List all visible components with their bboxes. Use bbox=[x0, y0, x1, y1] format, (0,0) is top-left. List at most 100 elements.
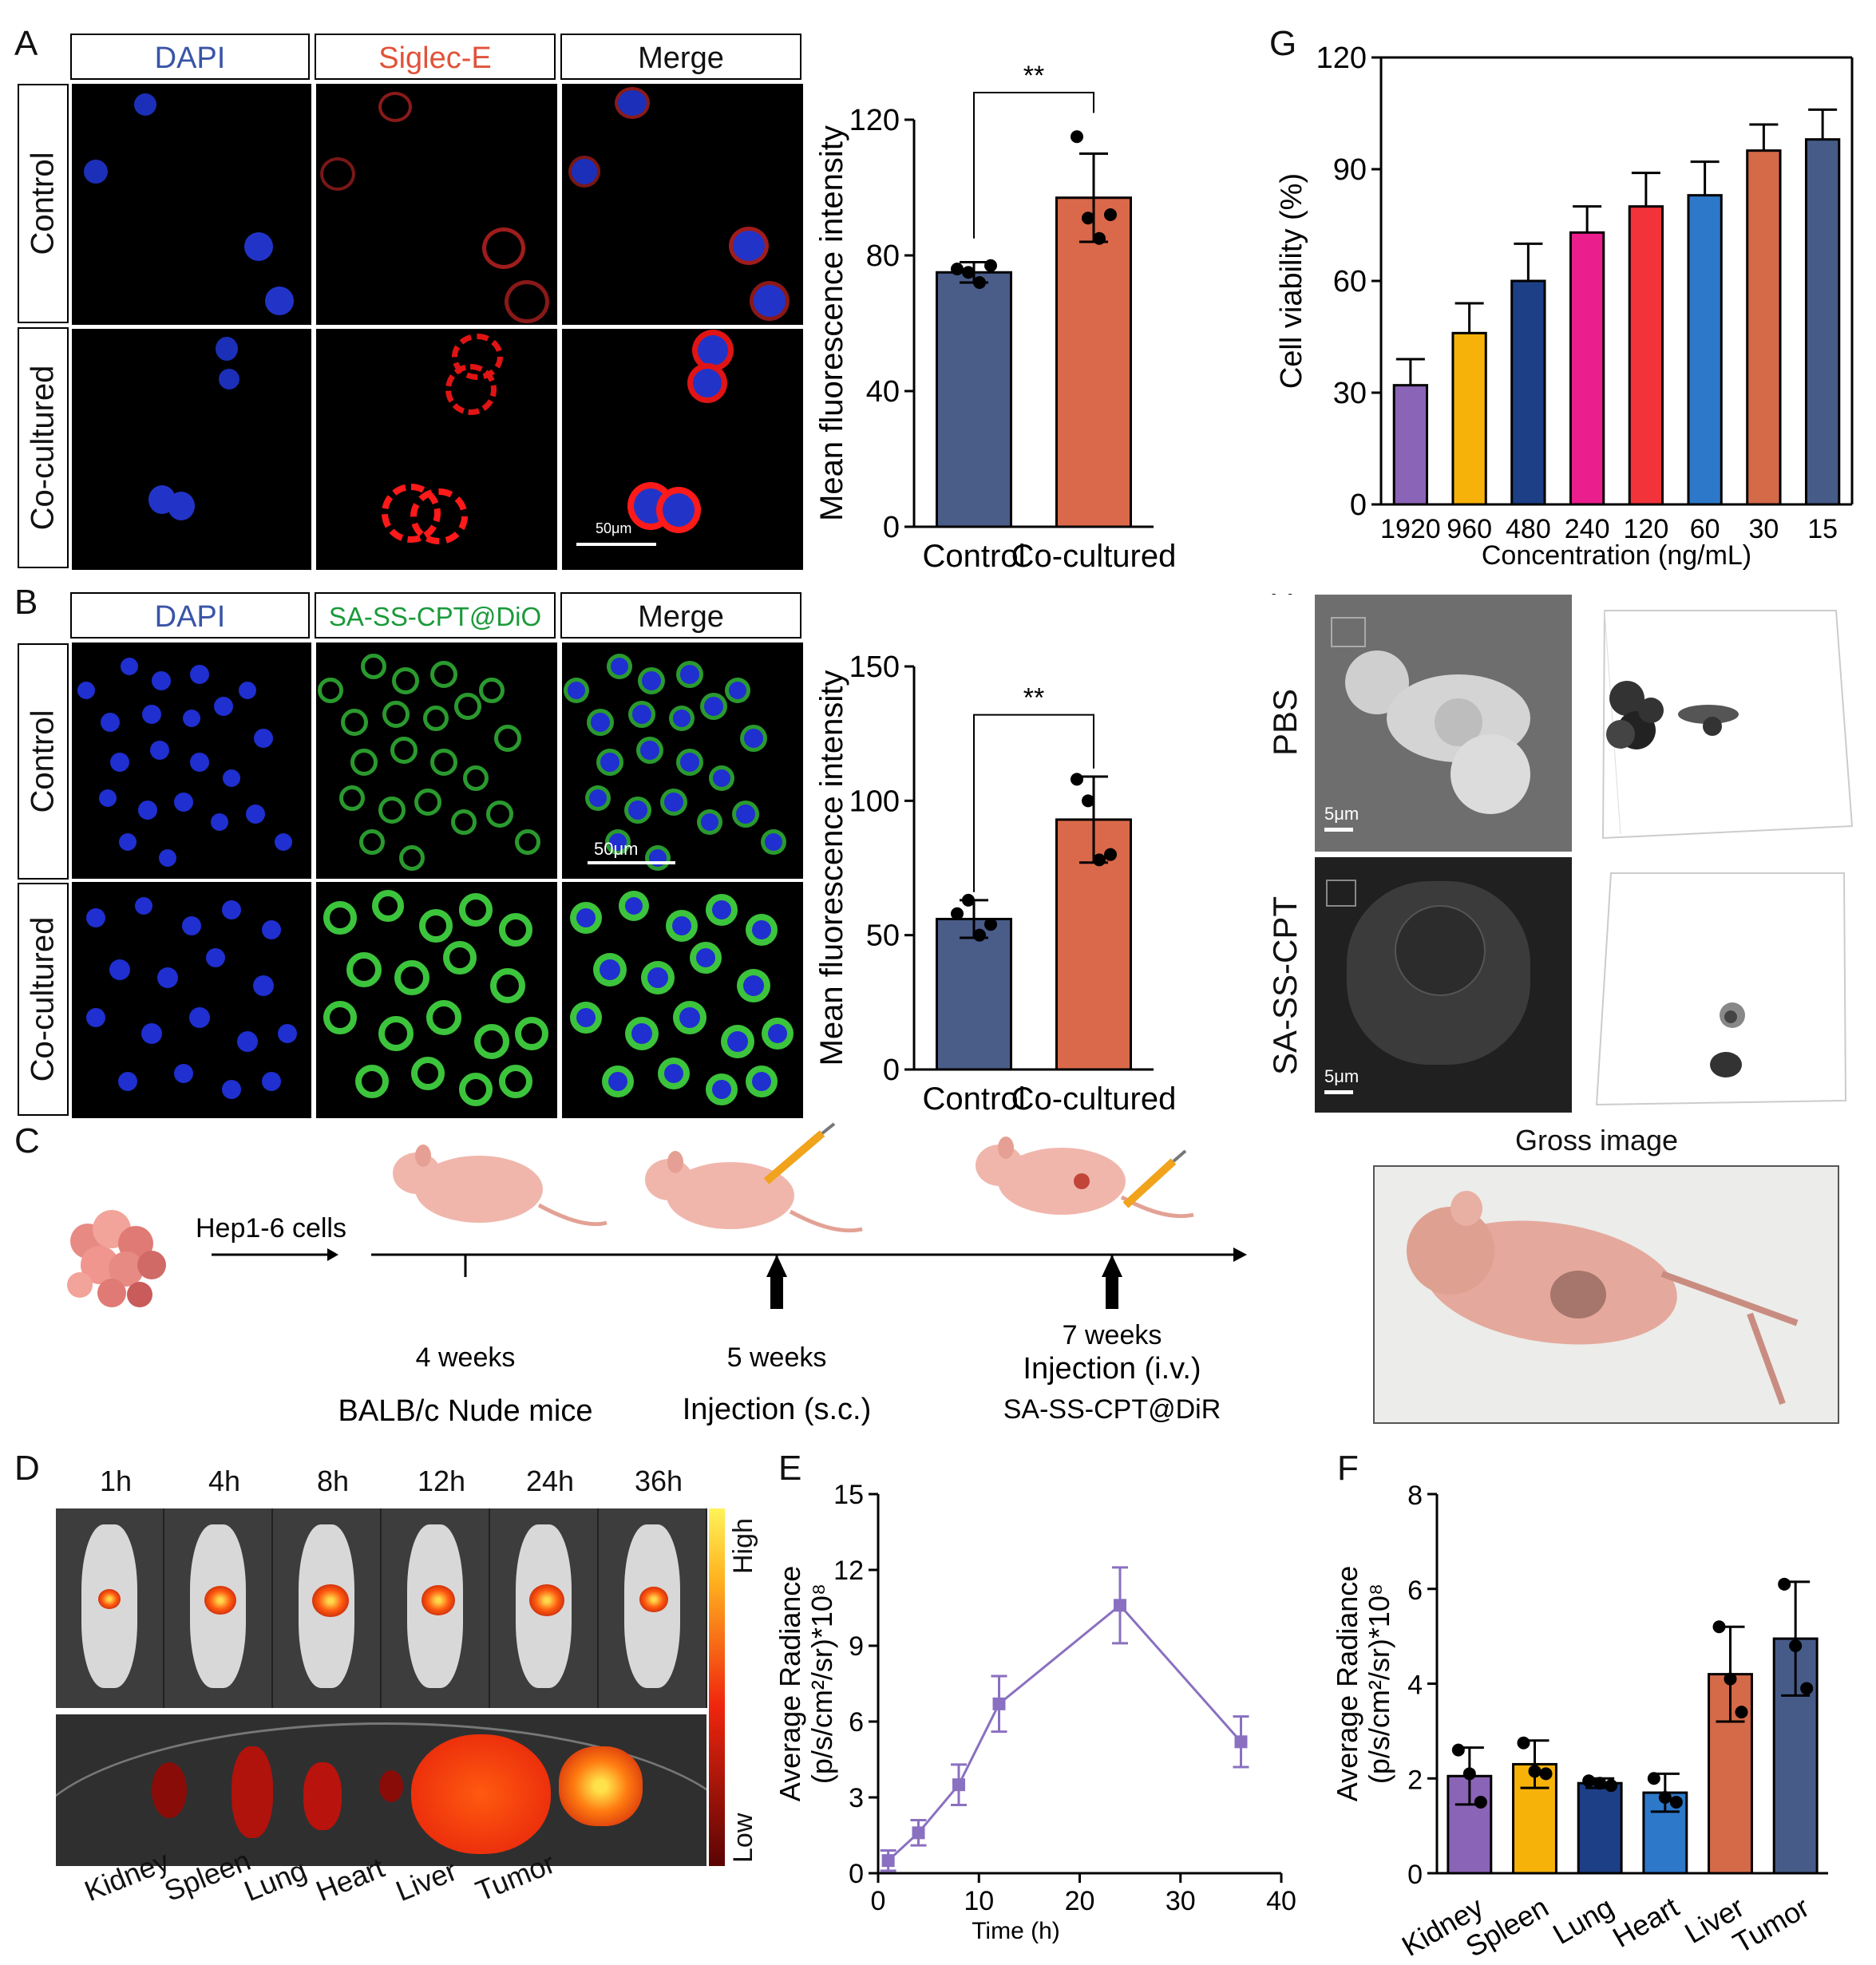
colorbar-low: Low bbox=[728, 1813, 758, 1863]
panel-label-c: C bbox=[14, 1121, 40, 1160]
x-tick-label: Heart bbox=[1607, 1890, 1684, 1954]
y-tick-label: 2 bbox=[1407, 1765, 1423, 1795]
cell bbox=[443, 941, 477, 975]
cell bbox=[625, 897, 643, 915]
y-axis-label-units: (p/s/cm²/sr)*10⁸ bbox=[805, 1583, 838, 1784]
significance-bracket bbox=[973, 92, 1094, 239]
data-point bbox=[881, 1854, 895, 1868]
cell bbox=[736, 805, 755, 824]
cell bbox=[591, 713, 610, 732]
data-point bbox=[1528, 1765, 1542, 1778]
cell bbox=[109, 959, 130, 980]
bar-control bbox=[936, 271, 1012, 528]
cell bbox=[394, 960, 429, 995]
t3-sub2: SA-SS-CPT@DiR bbox=[1003, 1394, 1221, 1425]
data-point bbox=[1093, 231, 1106, 245]
cell bbox=[704, 697, 723, 716]
bar-lung bbox=[1577, 1781, 1623, 1875]
t1-sub: BALB/c Nude mice bbox=[338, 1394, 593, 1428]
data-point bbox=[1451, 1743, 1465, 1757]
y-tick-label: 40 bbox=[866, 375, 900, 409]
bar-120 bbox=[1628, 205, 1664, 506]
x-tick-label: 20 bbox=[1065, 1886, 1095, 1916]
cell bbox=[423, 706, 449, 731]
cell bbox=[494, 725, 521, 752]
data-point bbox=[992, 1697, 1006, 1710]
y-tick-label: 12 bbox=[833, 1556, 864, 1586]
cell bbox=[576, 908, 596, 927]
cell bbox=[339, 785, 365, 811]
injection-arrow-2 bbox=[1102, 1255, 1122, 1277]
header-dapi: DAPI bbox=[70, 34, 310, 80]
x-tick-label: 40 bbox=[1266, 1886, 1296, 1916]
data-point bbox=[1647, 1772, 1660, 1785]
cell bbox=[600, 959, 620, 980]
y-axis-label-units: (p/s/cm²/sr)*10⁸ bbox=[1363, 1583, 1395, 1784]
cell bbox=[664, 793, 683, 812]
data-point bbox=[1789, 1639, 1803, 1652]
cell bbox=[361, 654, 386, 679]
row-label-control-b: Control bbox=[18, 643, 69, 880]
panel-label-f: F bbox=[1337, 1449, 1359, 1488]
cell bbox=[152, 671, 171, 690]
scale-bar-b-label: 50μm bbox=[594, 839, 639, 859]
cell bbox=[451, 809, 477, 835]
render-3d-sa-ss-cpt bbox=[1595, 872, 1847, 1106]
t3-label: 7 weeks bbox=[1063, 1320, 1162, 1350]
micro-a-dapi-control bbox=[70, 82, 313, 326]
mouse-icon-3 bbox=[976, 1137, 1194, 1219]
data-point bbox=[1539, 1767, 1553, 1781]
y-tick-label: 120 bbox=[849, 104, 900, 137]
panel-label-b: B bbox=[14, 583, 38, 622]
y-tick-label: 0 bbox=[883, 511, 900, 544]
y-tick-label: 6 bbox=[849, 1707, 864, 1738]
x-tick-label: 240 bbox=[1565, 514, 1610, 544]
row-label-sa-ss-cpt: SA-SS-CPT bbox=[1257, 858, 1313, 1113]
cell bbox=[490, 968, 525, 1003]
header-dapi-b: DAPI bbox=[70, 592, 310, 639]
cell bbox=[701, 813, 718, 831]
cell bbox=[135, 897, 152, 915]
row-label-cocultured-b: Co-cultured bbox=[18, 883, 69, 1116]
hep-cells-icon bbox=[67, 1210, 166, 1307]
micro-a-siglec-cocultured bbox=[315, 327, 559, 571]
scale-bar-h2: 5μm bbox=[1324, 1066, 1360, 1086]
data-point bbox=[1712, 1620, 1726, 1634]
y-tick-label: 9 bbox=[849, 1631, 864, 1662]
x-tick-label: 480 bbox=[1506, 514, 1551, 544]
cell bbox=[419, 909, 453, 943]
time-label-36h: 36h bbox=[634, 1465, 683, 1497]
x-tick-label: Control bbox=[923, 539, 1026, 574]
cell bbox=[110, 753, 129, 772]
y-tick-label: 8 bbox=[1407, 1481, 1423, 1511]
cell bbox=[414, 789, 441, 816]
significance-label: ** bbox=[1023, 61, 1044, 91]
cell bbox=[765, 833, 782, 851]
significance-bracket bbox=[973, 714, 1094, 892]
bar-480 bbox=[1510, 279, 1546, 506]
cell bbox=[640, 741, 659, 760]
cell bbox=[611, 658, 628, 675]
x-tick-label: Co-cultured bbox=[1011, 1081, 1177, 1117]
t3-sub: Injection (i.v.) bbox=[1023, 1352, 1201, 1386]
data-point bbox=[1234, 1735, 1248, 1749]
y-tick-label: 120 bbox=[1316, 42, 1367, 75]
data-point bbox=[962, 893, 975, 907]
data-point bbox=[1071, 130, 1083, 144]
cell bbox=[713, 769, 730, 787]
chart-g: 0 30 60 90 120 1920 960 480 240 120 60 30 15 Cell via… bbox=[1275, 42, 1854, 571]
x-tick-label: 120 bbox=[1624, 514, 1669, 544]
micro-b-dio-control bbox=[315, 641, 559, 880]
cell bbox=[608, 1072, 627, 1091]
cell bbox=[568, 682, 585, 699]
cell bbox=[752, 920, 771, 939]
y-tick-label: 150 bbox=[849, 650, 900, 684]
y-tick-label: 0 bbox=[1350, 488, 1367, 522]
mouse-icon-1 bbox=[393, 1145, 608, 1227]
y-axis-label: Average Radiance bbox=[774, 1566, 806, 1802]
bar-960 bbox=[1451, 331, 1487, 506]
cell bbox=[743, 975, 764, 996]
data-point bbox=[1658, 1791, 1672, 1804]
cell bbox=[183, 710, 200, 727]
